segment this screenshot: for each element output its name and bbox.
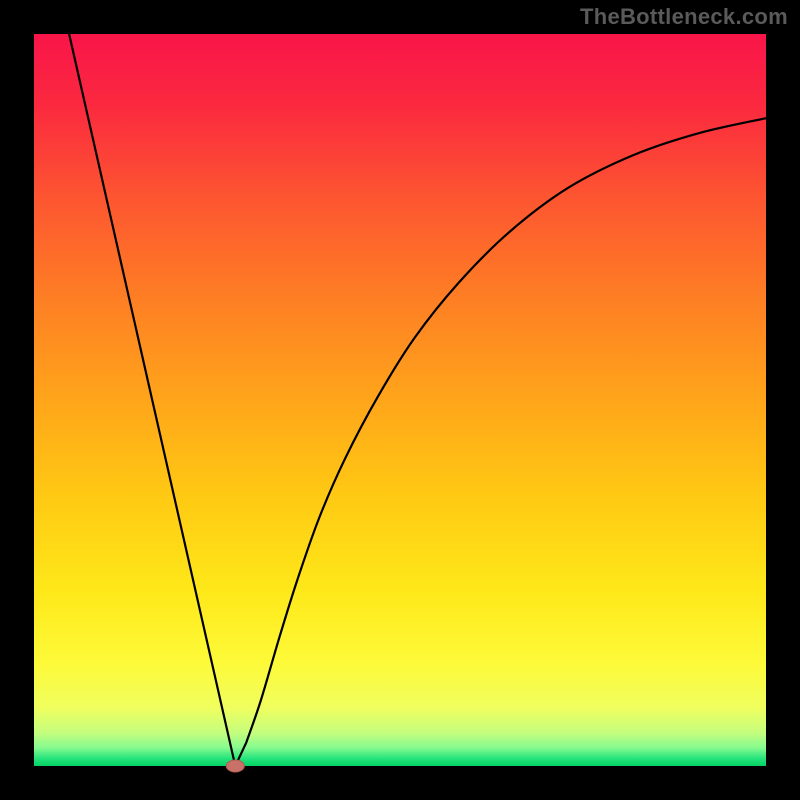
watermark-text: TheBottleneck.com [580, 4, 788, 30]
chart-stage: TheBottleneck.com [0, 0, 800, 800]
min-marker [226, 760, 244, 772]
plot-background [34, 34, 766, 766]
chart-svg [0, 0, 800, 800]
